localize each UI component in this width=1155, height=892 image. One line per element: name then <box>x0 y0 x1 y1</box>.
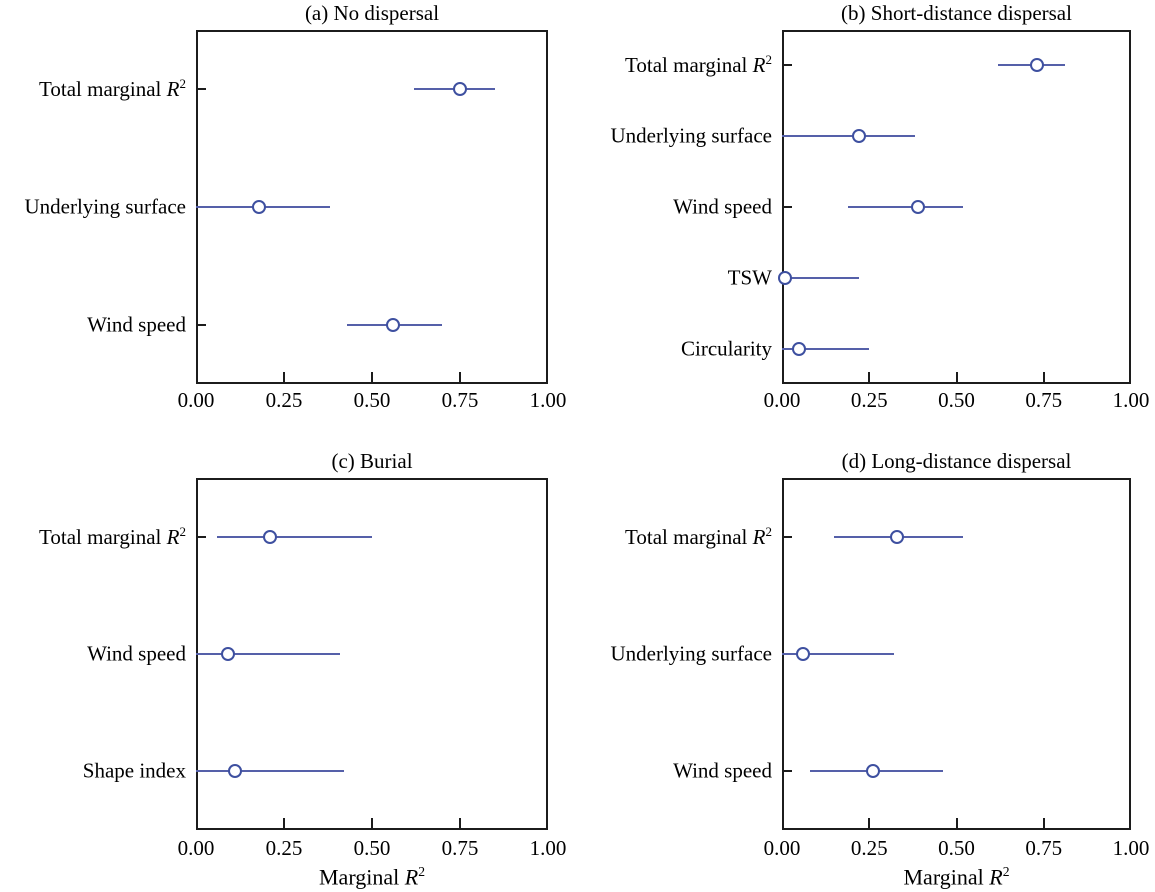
superscript-2: 2 <box>418 864 426 879</box>
superscript-2: 2 <box>179 76 186 91</box>
point-estimate-marker <box>778 270 793 285</box>
category-label: Wind speed <box>673 758 772 783</box>
category-label: Underlying surface <box>610 123 772 148</box>
superscript-2: 2 <box>179 523 186 539</box>
y-tick <box>198 535 206 538</box>
x-tick-label: 1.00 <box>1112 836 1150 860</box>
point-estimate-marker <box>386 318 401 332</box>
confidence-interval-line <box>196 653 341 655</box>
category-label: Circularity <box>681 336 772 361</box>
category-label: Total marginal R2 <box>39 523 186 549</box>
x-tick <box>1042 372 1045 382</box>
r-symbol: R <box>166 524 180 549</box>
y-tick <box>784 535 792 538</box>
r-symbol: R <box>166 77 180 101</box>
y-tick <box>784 770 792 773</box>
category-label: Total marginal R2 <box>625 523 772 549</box>
y-tick <box>784 64 792 67</box>
x-tick <box>371 372 373 382</box>
y-tick <box>198 88 206 90</box>
panel-title-a: (a) No dispersal <box>304 1 440 25</box>
x-tick <box>459 372 461 382</box>
x-tick-label: 0.50 <box>938 388 975 412</box>
x-tick-label: 0.50 <box>938 836 975 860</box>
x-tick-label: 0.25 <box>850 388 888 412</box>
point-estimate-marker <box>792 341 807 356</box>
point-estimate-marker <box>453 82 467 96</box>
category-label: Underlying surface <box>610 641 772 666</box>
point-estimate-marker <box>890 529 905 544</box>
x-tick-label: 0.75 <box>441 836 479 860</box>
confidence-interval-line <box>217 535 372 538</box>
x-tick-label: 1.00 <box>529 836 567 860</box>
x-axis-label: Marginal R2 <box>903 864 1010 890</box>
y-tick <box>198 324 206 326</box>
confidence-interval-line <box>782 135 915 138</box>
x-tick-label: 0.00 <box>177 388 215 412</box>
superscript-2: 2 <box>1002 864 1010 879</box>
point-estimate-marker <box>262 529 277 544</box>
point-estimate-marker <box>1029 58 1044 73</box>
x-tick <box>283 818 285 828</box>
category-label: Total marginal R2 <box>39 76 186 101</box>
x-tick-label: 1.00 <box>1112 388 1150 412</box>
x-tick-label: 0.00 <box>177 836 215 860</box>
x-tick-label: 0.50 <box>353 388 391 412</box>
panel-title-d: (d) Long-distance dispersal <box>841 449 1072 473</box>
point-estimate-marker <box>220 647 235 661</box>
x-tick-label: 1.00 <box>529 388 567 412</box>
x-tick-label: 0.00 <box>763 836 801 860</box>
x-tick-label: 0.25 <box>265 388 303 412</box>
category-label: Shape index <box>82 758 186 783</box>
point-estimate-marker <box>795 647 810 661</box>
x-tick-label: 0.75 <box>1025 388 1063 412</box>
x-tick-label: 0.25 <box>850 836 888 860</box>
x-tick-label: 0.50 <box>353 836 391 860</box>
point-estimate-marker <box>911 200 926 214</box>
x-tick-label: 0.75 <box>441 388 479 412</box>
confidence-interval-line <box>782 347 870 350</box>
r-symbol: R <box>989 864 1003 890</box>
point-estimate-marker <box>865 764 880 779</box>
panel-title-b: (b) Short-distance dispersal <box>841 1 1072 25</box>
x-tick <box>1042 818 1045 828</box>
r-symbol: R <box>752 524 766 549</box>
category-label: Wind speed <box>87 641 186 666</box>
confidence-interval-line <box>782 653 894 655</box>
category-label: TSW <box>727 265 772 290</box>
point-estimate-marker <box>252 200 267 214</box>
point-estimate-marker <box>851 129 866 144</box>
superscript-2: 2 <box>765 523 772 539</box>
superscript-2: 2 <box>765 52 772 68</box>
x-tick <box>371 818 373 828</box>
x-tick <box>868 372 871 382</box>
confidence-interval-line <box>196 770 344 773</box>
category-label: Wind speed <box>87 312 186 337</box>
confidence-interval-line <box>848 206 964 208</box>
y-tick <box>784 206 792 208</box>
point-estimate-marker <box>227 764 242 779</box>
r-symbol: R <box>404 864 419 890</box>
r-symbol: R <box>752 53 766 78</box>
confidence-interval-line <box>782 276 859 279</box>
x-tick <box>955 818 958 828</box>
x-tick <box>955 372 958 382</box>
x-tick-label: 0.00 <box>763 388 801 412</box>
x-tick-label: 0.75 <box>1025 836 1063 860</box>
x-axis-label: Marginal R2 <box>318 864 426 890</box>
x-tick <box>283 372 285 382</box>
panel-title-c: (c) Burial <box>331 449 413 473</box>
x-tick-label: 0.25 <box>265 836 303 860</box>
category-label: Total marginal R2 <box>625 52 772 78</box>
x-tick <box>868 818 871 828</box>
category-label: Wind speed <box>673 194 772 219</box>
x-tick <box>459 818 461 828</box>
category-label: Underlying surface <box>24 194 186 219</box>
